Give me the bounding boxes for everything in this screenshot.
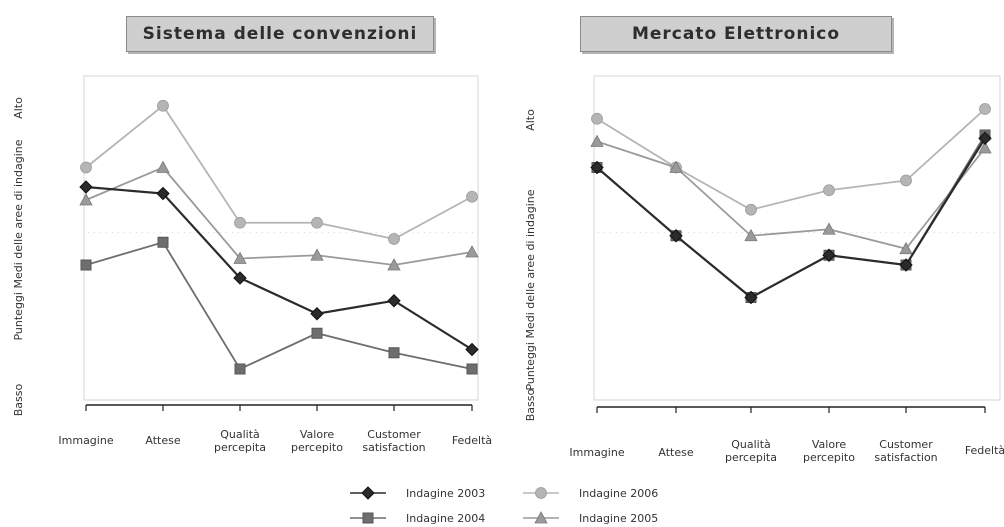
point-right-indagine-2003-5 <box>978 131 992 145</box>
plot-frame-right <box>593 75 1001 401</box>
x-tick-label-right-1: Attese <box>658 446 693 459</box>
point-right-indagine-2006-0 <box>591 112 603 125</box>
point-right-indagine-2006-5 <box>979 103 991 115</box>
point-left-indagine-2004-2 <box>234 363 246 375</box>
series-line-right-indagine-2006 <box>596 108 986 211</box>
legend-label-indagine-2006: Indagine 2006 <box>579 487 658 500</box>
chart-title-right: Mercato Elettronico <box>580 16 892 52</box>
point-right-indagine-2005-3 <box>822 222 836 235</box>
point-left-indagine-2006-2 <box>234 216 246 229</box>
point-right-indagine-2005-2 <box>744 228 758 242</box>
y-high-label-right: Alto <box>524 109 537 131</box>
point-left-indagine-2004-4 <box>388 347 400 359</box>
series-line-left-indagine-2005 <box>85 166 473 266</box>
x-tick-label-left-5: Fedeltà <box>452 434 492 447</box>
point-left-indagine-2004-1 <box>157 236 169 248</box>
x-tick-label-left-0: Immagine <box>58 434 113 447</box>
point-left-indagine-2003-2 <box>233 271 247 285</box>
legend-marker-indagine-2003 <box>361 486 375 500</box>
point-left-indagine-2003-5 <box>465 342 479 357</box>
point-left-indagine-2005-3 <box>310 248 324 261</box>
point-left-indagine-2003-4 <box>387 294 401 308</box>
point-left-indagine-2004-3 <box>311 327 323 339</box>
point-right-indagine-2006-3 <box>823 184 835 197</box>
legend-marker-indagine-2006 <box>535 487 547 499</box>
point-left-indagine-2006-5 <box>466 190 478 203</box>
x-tick-label-left-3: Valore percepito <box>291 428 343 454</box>
point-left-indagine-2006-3 <box>311 216 323 229</box>
series-line-right-indagine-2005 <box>596 140 986 250</box>
y-axis-label-right: Punteggi Medi delle aree di indagine <box>524 189 537 390</box>
y-low-label-left: Basso <box>12 383 25 416</box>
point-left-indagine-2003-0 <box>79 180 93 194</box>
x-tick-label-right-0: Immagine <box>569 446 624 459</box>
point-right-indagine-2003-3 <box>822 248 836 262</box>
point-left-indagine-2003-1 <box>156 186 170 201</box>
point-right-indagine-2003-4 <box>899 258 913 272</box>
legend-marker-indagine-2004 <box>362 512 374 524</box>
point-left-indagine-2003-3 <box>310 307 324 321</box>
point-right-indagine-2005-5 <box>978 141 992 154</box>
y-axis-label-left: Punteggi Medi delle aree di indagine <box>12 139 25 340</box>
point-right-indagine-2003-1 <box>669 229 683 243</box>
point-left-indagine-2006-4 <box>388 233 400 245</box>
point-left-indagine-2005-5 <box>465 245 479 258</box>
point-left-indagine-2005-4 <box>387 258 401 271</box>
point-right-indagine-2006-2 <box>745 203 757 216</box>
plot-frame-left <box>83 75 479 401</box>
point-left-indagine-2006-0 <box>80 161 92 174</box>
series-line-right-indagine-2003 <box>596 137 986 299</box>
point-right-indagine-2005-0 <box>590 134 604 147</box>
point-left-indagine-2006-1 <box>157 99 169 112</box>
point-left-indagine-2005-1 <box>156 160 170 173</box>
point-right-indagine-2005-1 <box>669 160 683 173</box>
legend-label-indagine-2005: Indagine 2005 <box>579 512 658 525</box>
x-tick-label-right-4: Customer satisfaction <box>874 438 937 464</box>
y-low-label-right: Basso <box>524 388 537 421</box>
point-right-indagine-2003-0 <box>590 160 604 175</box>
point-left-indagine-2004-5 <box>466 363 478 375</box>
series-line-left-indagine-2006 <box>85 104 473 240</box>
x-tick-label-right-3: Valore percepito <box>803 438 855 464</box>
series-line-left-indagine-2003 <box>85 185 473 351</box>
point-right-indagine-2005-4 <box>899 241 913 255</box>
point-right-indagine-2003-2 <box>744 290 758 305</box>
point-left-indagine-2004-0 <box>80 259 92 271</box>
legend-label-indagine-2003: Indagine 2003 <box>406 487 485 500</box>
x-tick-label-left-4: Customer satisfaction <box>362 428 425 454</box>
y-high-label-left: Alto <box>12 97 25 119</box>
series-line-right-indagine-2004 <box>596 134 986 299</box>
point-right-indagine-2006-4 <box>900 174 912 187</box>
point-left-indagine-2005-2 <box>233 251 247 264</box>
legend-marker-indagine-2005 <box>534 511 548 524</box>
series-line-left-indagine-2004 <box>85 241 473 371</box>
x-tick-label-right-5: Fedeltà <box>965 444 1004 457</box>
legend-label-indagine-2004: Indagine 2004 <box>406 512 485 525</box>
chart-title-left: Sistema delle convenzioni <box>126 16 434 52</box>
x-tick-label-left-2: Qualità percepita <box>214 428 266 454</box>
x-tick-label-right-2: Qualità percepita <box>725 438 777 464</box>
point-left-indagine-2005-0 <box>79 193 93 206</box>
x-tick-label-left-1: Attese <box>145 434 180 447</box>
